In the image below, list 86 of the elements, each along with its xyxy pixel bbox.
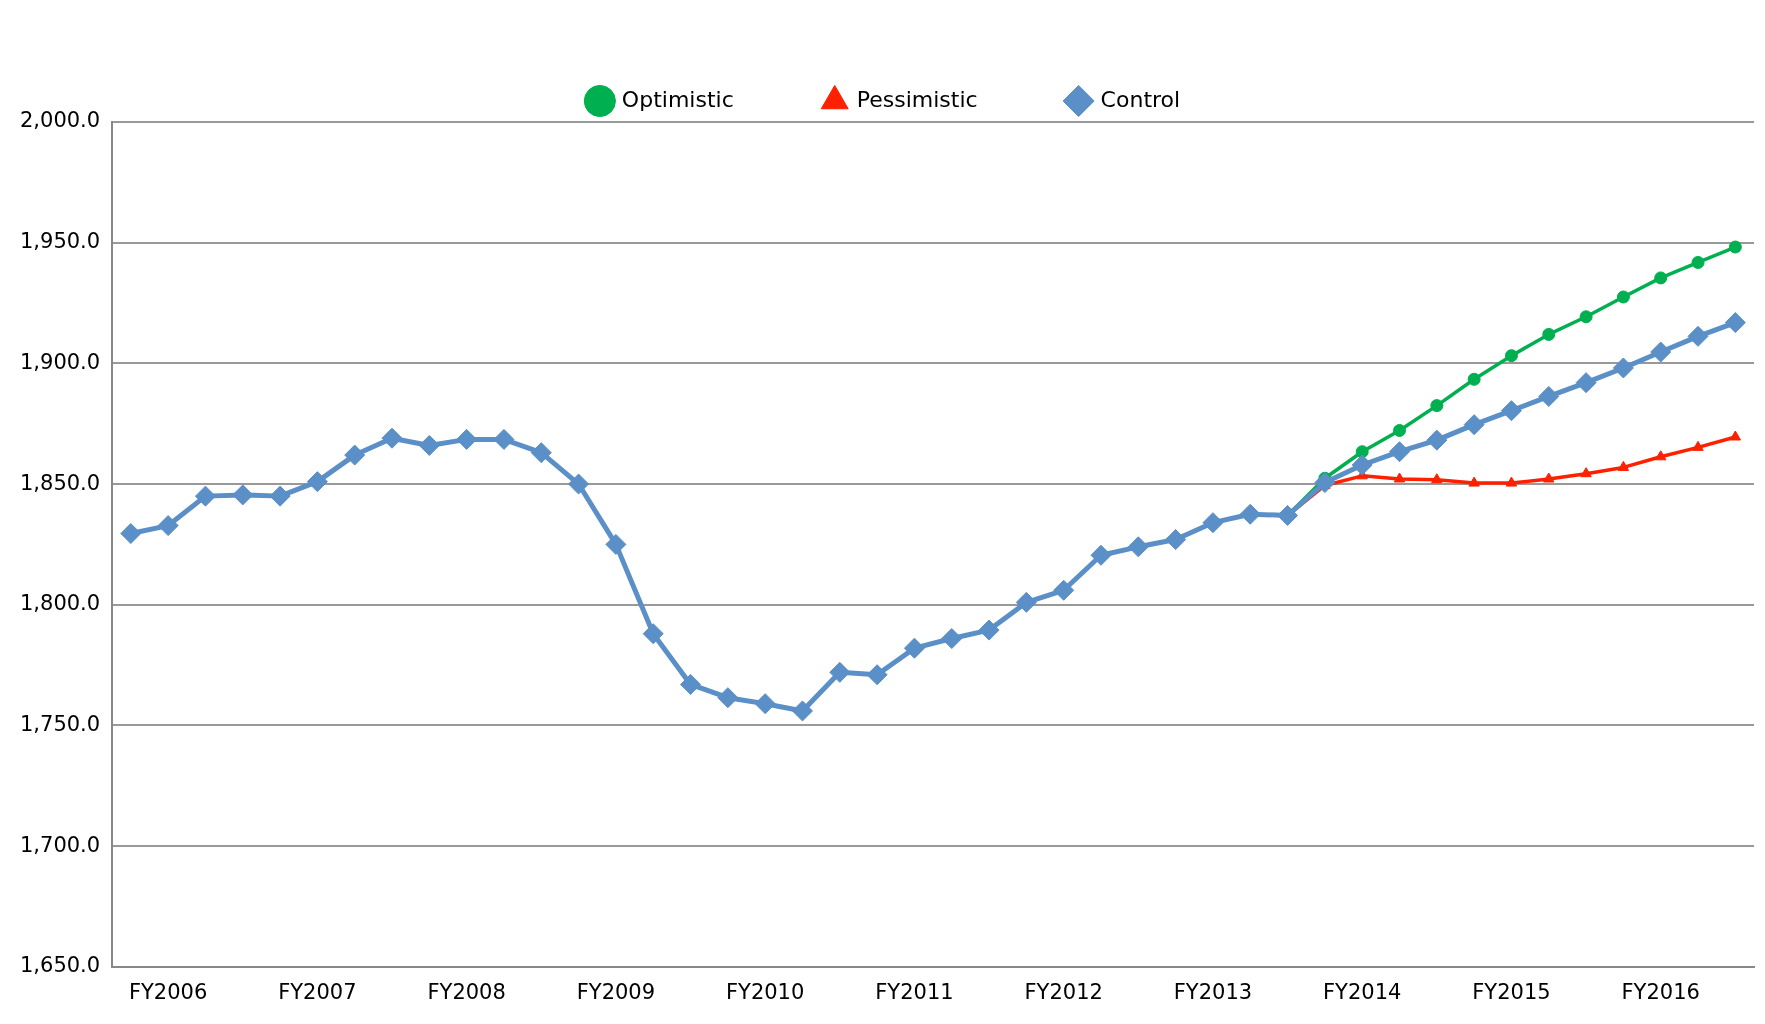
point [829, 661, 851, 683]
point [1504, 349, 1518, 363]
point [456, 428, 478, 450]
point [344, 444, 366, 466]
point [1277, 504, 1299, 526]
point [1692, 440, 1704, 451]
point [1543, 472, 1555, 483]
point [1580, 467, 1592, 478]
point [791, 700, 813, 722]
point [1538, 385, 1560, 407]
legend-label: Control [1100, 86, 1181, 112]
point [1468, 476, 1480, 487]
x-tick-label: FY2010 [725, 979, 805, 1004]
point [232, 484, 254, 506]
point [194, 485, 216, 507]
legend-label: Pessimistic [856, 86, 978, 112]
y-tick-label: 1,900.0 [20, 349, 101, 374]
point [605, 533, 627, 555]
point [1654, 271, 1668, 285]
point [1616, 290, 1630, 304]
point [530, 442, 552, 464]
point [1575, 372, 1597, 394]
point [680, 673, 702, 695]
point [157, 515, 179, 537]
x-tick-label: FY2007 [278, 979, 357, 1004]
point [1612, 357, 1634, 379]
point [754, 693, 776, 715]
point [866, 664, 888, 686]
point [1579, 310, 1593, 324]
point [1393, 423, 1407, 437]
x-tick-label: FY2016 [1621, 979, 1700, 1004]
y-tick-label: 1,700.0 [20, 832, 101, 857]
x-tick-label: FY2008 [427, 979, 506, 1004]
x-tick-label: FY2015 [1472, 979, 1551, 1004]
point [269, 485, 291, 507]
x-tick-label: FY2009 [576, 979, 656, 1004]
point [1729, 430, 1742, 441]
point [1015, 591, 1037, 613]
point [1650, 341, 1672, 363]
point [1687, 325, 1709, 347]
point [1691, 255, 1705, 269]
point [1389, 441, 1411, 463]
x-tick-label: FY2012 [1024, 979, 1103, 1004]
point [1463, 414, 1485, 436]
x-tick-label: FY2006 [128, 979, 208, 1004]
y-tick-label: 1,800.0 [20, 591, 101, 616]
point [1542, 327, 1556, 341]
y-tick-label: 2,000.0 [20, 108, 101, 133]
y-tick-label: 1,950.0 [20, 229, 101, 254]
point [493, 428, 515, 450]
point [1467, 372, 1481, 386]
point [1724, 312, 1746, 334]
y-tick-label: 1,750.0 [20, 711, 101, 736]
point [642, 623, 664, 645]
point [717, 687, 739, 709]
y-tick-label: 1,850.0 [20, 470, 101, 495]
point [941, 628, 963, 650]
point [381, 427, 403, 449]
point [1127, 536, 1149, 558]
point [1165, 529, 1187, 551]
x-tick-label: FY2014 [1323, 979, 1402, 1004]
point [978, 619, 1000, 641]
point [1202, 512, 1224, 534]
legend-label: Optimistic [621, 86, 734, 112]
point [903, 637, 925, 659]
point [1426, 429, 1448, 451]
point [306, 471, 328, 493]
point [1090, 544, 1112, 566]
x-tick-label: FY2011 [875, 979, 954, 1004]
point [1314, 472, 1336, 494]
point [1505, 476, 1518, 487]
point [1655, 450, 1667, 461]
y-tick-label: 1,650.0 [20, 953, 101, 978]
point [1430, 399, 1444, 413]
point [1053, 579, 1075, 601]
point [120, 523, 142, 545]
point [1728, 240, 1742, 254]
point [1617, 460, 1630, 471]
x-tick-label: FY2013 [1173, 979, 1253, 1004]
point [1351, 454, 1373, 476]
point [1431, 473, 1443, 484]
point [1239, 503, 1261, 525]
point [1500, 400, 1522, 422]
point [568, 473, 590, 495]
point [418, 434, 440, 456]
point [1393, 472, 1406, 483]
